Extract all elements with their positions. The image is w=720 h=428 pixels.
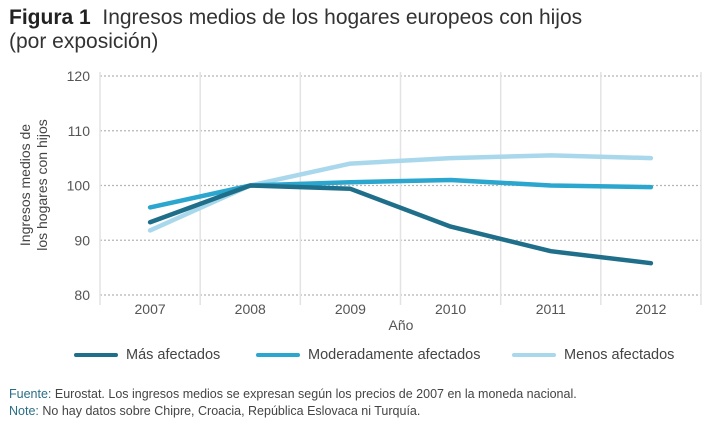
y-axis-label: Ingresos medios de los hogares con hijos <box>17 119 50 251</box>
x-tick-label: 2012 <box>635 301 666 317</box>
y-axis-ticks: 80 90 100 110 120 <box>67 68 91 303</box>
x-axis-ticks: 2007 2008 2009 2010 2011 2012 <box>135 301 667 317</box>
legend-label: Menos afectados <box>564 347 675 363</box>
figure-label: Figura 1 <box>9 6 91 29</box>
y-axis-label-line1: Ingresos medios de <box>17 124 33 246</box>
legend-swatch <box>256 353 300 357</box>
figure-title-line2: (por exposición) <box>9 30 159 53</box>
source-note: Fuente: Eurostat. Los ingresos medios se… <box>9 387 577 401</box>
legend-item-mas-afectados: Más afectados <box>74 347 220 363</box>
x-tick-label: 2007 <box>135 301 166 317</box>
legend-swatch <box>74 353 118 357</box>
y-tick-label: 120 <box>67 68 91 84</box>
legend-swatch <box>512 353 556 357</box>
series-line-1 <box>147 177 654 210</box>
x-tick-label: 2011 <box>536 301 566 317</box>
note-text: No hay datos sobre Chipre, Croacia, Repú… <box>38 404 421 418</box>
data-note: Note: No hay datos sobre Chipre, Croacia… <box>9 404 420 418</box>
x-tick-label: 2009 <box>335 301 366 317</box>
y-tick-label: 90 <box>74 232 90 248</box>
series-line-0 <box>147 183 654 266</box>
legend-item-menos-afectados: Menos afectados <box>512 347 674 363</box>
legend-item-moderadamente-afectados: Moderadamente afectados <box>256 347 481 363</box>
y-tick-label: 100 <box>67 178 91 194</box>
y-axis-label-line2: los hogares con hijos <box>34 119 50 251</box>
note-label: Note: <box>9 404 39 418</box>
x-tick-label: 2008 <box>235 301 266 317</box>
figure-title-line1: Ingresos medios de los hogares europeos … <box>102 6 583 29</box>
x-tick-label: 2010 <box>435 301 466 317</box>
x-axis-label: Año <box>389 317 414 333</box>
series-lines <box>147 153 654 266</box>
source-label: Fuente: <box>9 387 52 401</box>
figure-title: Figura 1 Ingresos medios de los hogares … <box>9 6 582 54</box>
line-chart: 80 90 100 110 120 2007 2008 2009 2010 2011 2012 A… <box>17 68 702 333</box>
source-text: Eurostat. Los ingresos medios se expresa… <box>51 387 577 401</box>
legend-label: Más afectados <box>126 347 221 363</box>
y-tick-label: 110 <box>68 123 91 139</box>
legend: Más afectados Moderadamente afectados Me… <box>0 347 720 369</box>
y-tick-label: 80 <box>74 287 90 303</box>
legend-label: Moderadamente afectados <box>308 347 481 363</box>
